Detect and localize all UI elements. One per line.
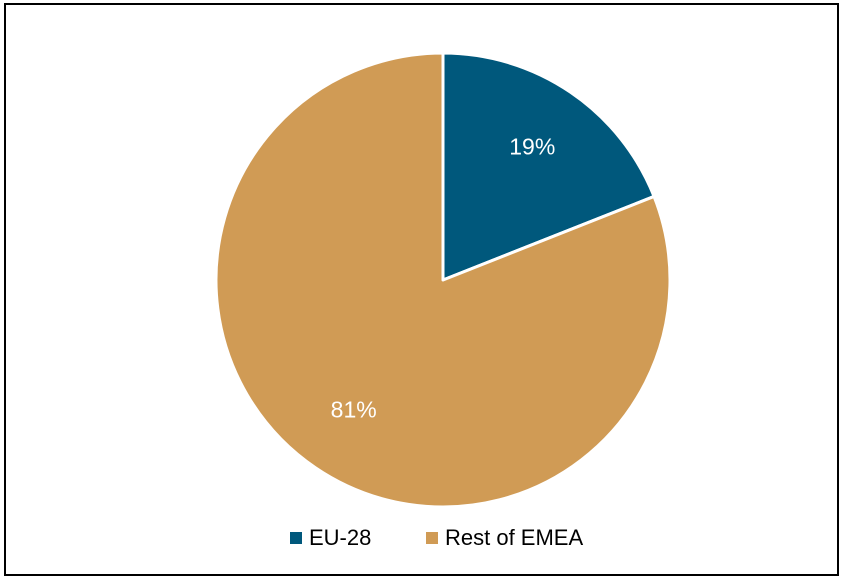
legend: EU-28 Rest of EMEA (290, 525, 583, 550)
pie-chart: 19% 81% EU-28 Rest of EMEA (214, 51, 672, 550)
data-label-eu-28: 19% (509, 134, 555, 160)
chart-frame: 19% 81% EU-28 Rest of EMEA (4, 3, 839, 576)
pie-slice-rest-of-emea (214, 51, 672, 509)
legend-label: EU-28 (309, 525, 371, 550)
slices-layer (214, 51, 672, 509)
data-labels-layer: 19% 81% (331, 134, 556, 423)
legend-swatch (426, 532, 438, 544)
legend-item-eu-28: EU-28 (290, 525, 371, 550)
legend-item-rest-of-emea: Rest of EMEA (426, 525, 583, 550)
pie-slice-eu-28 (441, 51, 656, 282)
legend-swatch (290, 532, 302, 544)
data-label-rest-of-emea: 81% (331, 396, 377, 422)
legend-label: Rest of EMEA (445, 525, 583, 550)
